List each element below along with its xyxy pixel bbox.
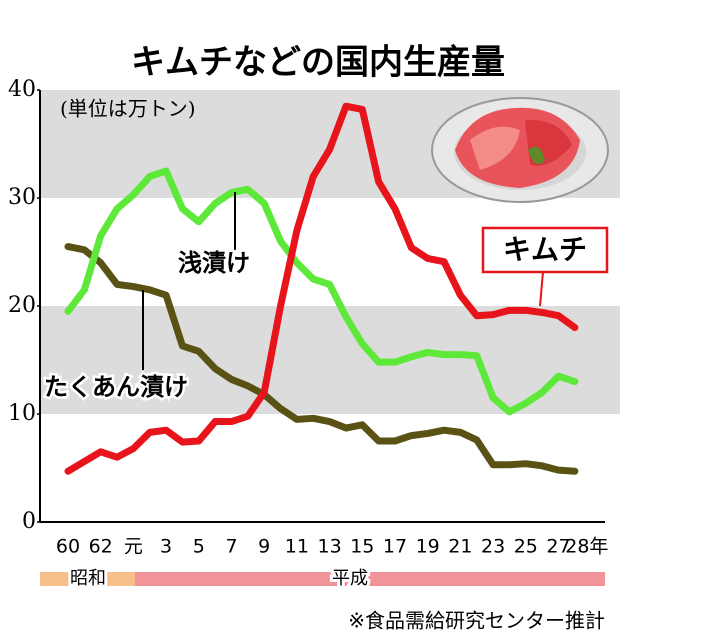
y-tick-label: 10 xyxy=(8,401,36,426)
x-tick-label: 9 xyxy=(258,536,270,558)
era-heisei xyxy=(135,572,605,586)
x-tick-label: 60 xyxy=(56,536,80,558)
x-tick-label: 23 xyxy=(481,536,505,558)
x-tick-label: 62 xyxy=(89,536,113,558)
x-tick-label: 5 xyxy=(193,536,205,558)
series-label: 浅漬け xyxy=(178,249,250,277)
series-label: キムチ xyxy=(503,233,587,266)
x-tick-label: 元 xyxy=(124,536,143,558)
grid-band xyxy=(40,306,620,414)
y-tick-label: 20 xyxy=(8,293,36,318)
era-showa xyxy=(40,572,135,586)
chart-title: キムチなどの国内生産量 xyxy=(131,43,505,83)
x-tick-label: 17 xyxy=(383,536,407,558)
x-tick-label: 13 xyxy=(318,536,342,558)
series-line xyxy=(64,102,579,475)
x-tick-label: 3 xyxy=(160,536,172,558)
x-tick-label: 28年 xyxy=(565,536,608,558)
y-tick-label: 30 xyxy=(8,185,36,210)
y-tick-label: 40 xyxy=(8,77,36,102)
series-line xyxy=(64,243,579,475)
x-tick-label: 15 xyxy=(350,536,374,558)
series-line xyxy=(64,167,579,416)
label-leader xyxy=(539,271,544,307)
x-tick-label: 25 xyxy=(514,536,538,558)
era-label: 昭和 xyxy=(70,568,106,589)
x-tick-label: 11 xyxy=(285,536,309,558)
series-label: たくあん漬け xyxy=(44,373,188,401)
era-bar: 昭和 平成 xyxy=(40,565,605,592)
x-tick-label: 27 xyxy=(546,536,570,558)
kimchi-illustration xyxy=(431,97,609,203)
x-tick-label: 21 xyxy=(448,536,472,558)
x-tick-label: 7 xyxy=(225,536,237,558)
y-tick-label: 0 xyxy=(22,509,36,534)
source-note: ※食品需給研究センター推計 xyxy=(348,609,605,633)
era-label: 平成 xyxy=(332,568,368,589)
label-box xyxy=(481,226,609,274)
unit-note: (単位は万トン) xyxy=(60,97,196,121)
x-tick-label: 19 xyxy=(416,536,440,558)
